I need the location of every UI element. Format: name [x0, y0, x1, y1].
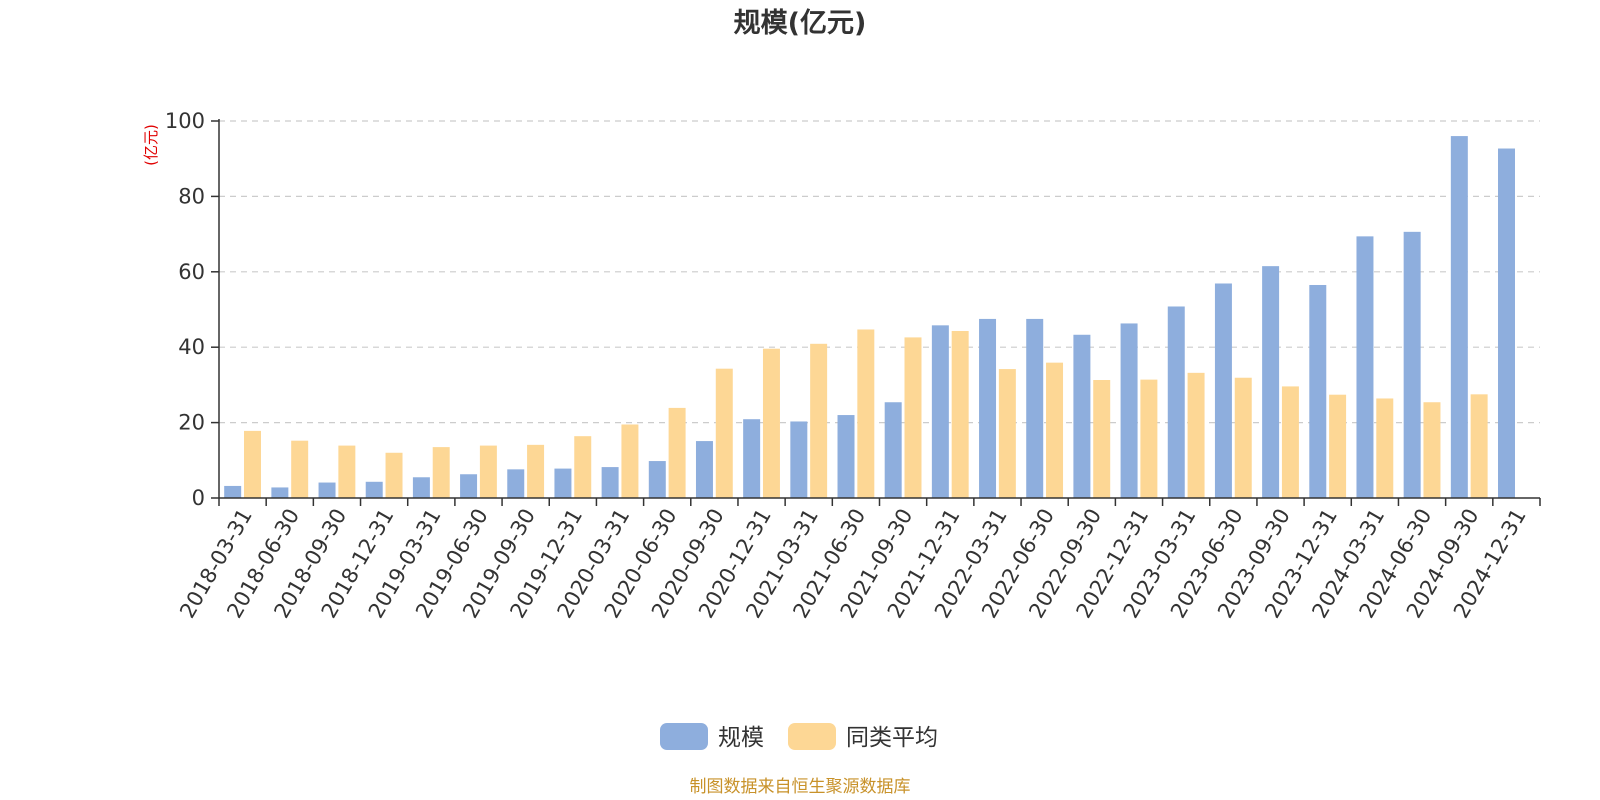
- bar-peer-average-2018-03-31[interactable]: [244, 430, 261, 498]
- bar-scale-2020-06-30[interactable]: [648, 461, 666, 498]
- bar-peer-average-2024-06-30[interactable]: [1423, 402, 1441, 498]
- bar-scale-2020-03-31[interactable]: [601, 467, 619, 498]
- bar-peer-average-2022-09-30[interactable]: [1093, 379, 1111, 498]
- y-tick-label: 60: [178, 260, 205, 284]
- y-tick-label: 0: [192, 486, 205, 510]
- bar-scale-2023-12-31[interactable]: [1309, 284, 1327, 498]
- bar-peer-average-2018-06-30[interactable]: [291, 440, 309, 498]
- y-tick-label: 40: [178, 335, 205, 359]
- bar-scale-2021-12-31[interactable]: [931, 325, 949, 498]
- bar-peer-average-2023-06-30[interactable]: [1234, 377, 1252, 498]
- bar-scale-2018-12-31[interactable]: [365, 481, 383, 498]
- bar-scale-2020-12-31[interactable]: [743, 419, 761, 498]
- bar-scale-2022-06-30[interactable]: [1026, 318, 1044, 498]
- bar-scale-2018-03-31[interactable]: [224, 485, 242, 498]
- bar-scale-2022-09-30[interactable]: [1073, 334, 1091, 498]
- bar-scale-2023-03-31[interactable]: [1167, 306, 1185, 498]
- bar-peer-average-2020-09-30[interactable]: [715, 368, 733, 498]
- bars: [224, 136, 1515, 498]
- bar-scale-2024-06-30[interactable]: [1403, 231, 1421, 498]
- bar-scale-2021-03-31[interactable]: [790, 421, 808, 498]
- bar-peer-average-2022-03-31[interactable]: [998, 369, 1016, 498]
- bar-scale-2018-06-30[interactable]: [271, 487, 289, 498]
- x-tick-labels: 2018-03-312018-06-302018-09-302018-12-31…: [175, 505, 1531, 623]
- axes: [211, 119, 1541, 506]
- y-tick-label: 80: [178, 184, 205, 208]
- bar-peer-average-2018-09-30[interactable]: [338, 445, 356, 498]
- bar-peer-average-2019-09-30[interactable]: [527, 444, 545, 498]
- legend-label-peer-average[interactable]: 同类平均: [846, 725, 938, 751]
- bar-peer-average-2022-12-31[interactable]: [1140, 379, 1158, 498]
- bar-peer-average-2024-09-30[interactable]: [1470, 394, 1488, 498]
- bar-scale-2023-06-30[interactable]: [1214, 283, 1232, 498]
- bar-peer-average-2019-06-30[interactable]: [479, 445, 497, 498]
- legend-label-scale[interactable]: 规模: [718, 725, 764, 751]
- bar-scale-2024-09-30[interactable]: [1450, 136, 1468, 498]
- bar-peer-average-2018-12-31[interactable]: [385, 452, 403, 498]
- y-tick-label: 100: [165, 109, 205, 133]
- bar-peer-average-2019-03-31[interactable]: [432, 447, 450, 498]
- bar-scale-2024-03-31[interactable]: [1356, 236, 1374, 498]
- bar-scale-2024-12-31[interactable]: [1498, 148, 1515, 498]
- bar-scale-2018-09-30[interactable]: [318, 482, 336, 498]
- bar-scale-2022-03-31[interactable]: [979, 318, 997, 498]
- legend-swatch-scale[interactable]: [660, 723, 708, 750]
- bar-peer-average-2019-12-31[interactable]: [574, 436, 592, 498]
- bar-scale-2019-09-30[interactable]: [507, 469, 525, 498]
- bar-peer-average-2020-12-31[interactable]: [762, 348, 780, 498]
- bar-peer-average-2021-03-31[interactable]: [810, 343, 828, 498]
- bar-peer-average-2024-03-31[interactable]: [1376, 398, 1394, 498]
- bar-scale-2019-03-31[interactable]: [412, 477, 430, 498]
- grid-lines: [219, 120, 1540, 424]
- legend: 规模 同类平均: [660, 723, 938, 751]
- bar-scale-2021-09-30[interactable]: [884, 402, 902, 498]
- bar-peer-average-2021-09-30[interactable]: [904, 337, 922, 498]
- bar-peer-average-2020-06-30[interactable]: [668, 407, 686, 498]
- bar-scale-2020-09-30[interactable]: [695, 441, 713, 498]
- bar-peer-average-2022-06-30[interactable]: [1046, 362, 1064, 498]
- bar-scale-2019-06-30[interactable]: [460, 474, 478, 498]
- legend-swatch-peer-average[interactable]: [788, 723, 836, 750]
- bar-scale-2021-06-30[interactable]: [837, 415, 855, 498]
- bar-peer-average-2023-12-31[interactable]: [1329, 394, 1347, 498]
- bar-peer-average-2021-12-31[interactable]: [951, 330, 969, 498]
- bar-scale-2023-09-30[interactable]: [1262, 266, 1280, 498]
- bar-scale-2019-12-31[interactable]: [554, 468, 572, 498]
- chart-title: 规模(亿元): [734, 8, 867, 39]
- bar-peer-average-2020-03-31[interactable]: [621, 424, 639, 498]
- bar-scale-2022-12-31[interactable]: [1120, 323, 1138, 498]
- bar-peer-average-2023-03-31[interactable]: [1187, 372, 1205, 498]
- y-tick-label: 20: [178, 411, 205, 435]
- bar-peer-average-2021-06-30[interactable]: [857, 329, 875, 498]
- data-source-note: 制图数据来自恒生聚源数据库: [690, 777, 911, 797]
- y-axis-unit-label: (亿元): [142, 124, 160, 166]
- y-tick-labels: 0 20 40 60 80 100: [165, 109, 205, 510]
- bar-peer-average-2023-09-30[interactable]: [1281, 386, 1299, 498]
